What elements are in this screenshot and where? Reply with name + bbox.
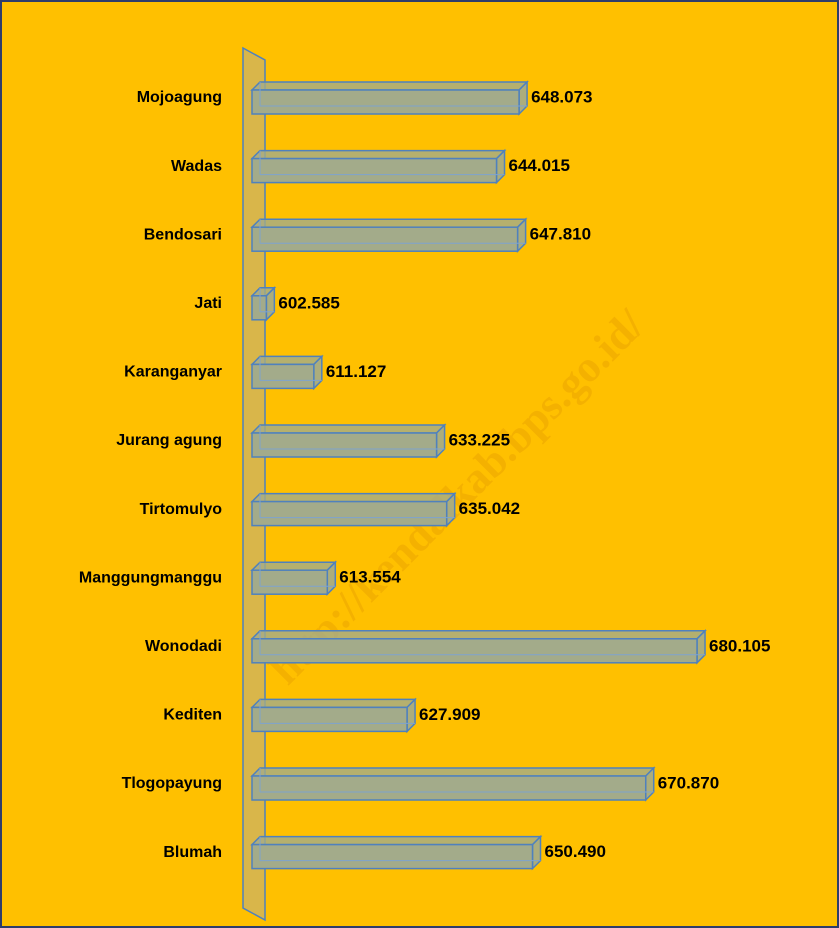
bar-front <box>251 89 520 115</box>
bar-front <box>251 500 448 527</box>
value-label: 648.073 <box>531 87 592 106</box>
bar <box>250 354 324 391</box>
category-label: Blumah <box>163 844 222 861</box>
value-label: 611.127 <box>326 362 387 381</box>
value-label: 633.225 <box>449 430 510 449</box>
bar <box>250 148 507 185</box>
bar-top <box>250 424 447 434</box>
bar-top <box>250 355 324 366</box>
bar-front <box>251 226 519 252</box>
category-label: Bendosari <box>144 226 222 243</box>
bar-front <box>251 157 498 184</box>
bar-front <box>251 295 268 321</box>
category-label: Tlogopayung <box>122 775 222 792</box>
bar-front <box>251 775 647 801</box>
bar-front <box>251 706 408 733</box>
bar-top <box>250 630 707 640</box>
bar-top <box>250 698 417 709</box>
bar-top <box>250 492 457 503</box>
category-label: Kediten <box>163 707 222 724</box>
bar <box>250 560 338 597</box>
category-label: Wadas <box>171 158 222 175</box>
category-label: Jati <box>194 295 222 312</box>
bar <box>250 285 277 322</box>
category-label: Tirtomulyo <box>140 501 223 518</box>
value-label: 670.870 <box>658 773 719 792</box>
bar <box>250 628 707 665</box>
value-label: 613.554 <box>339 568 401 587</box>
bar <box>250 217 528 254</box>
bar-front <box>251 638 698 664</box>
category-label: Jurang agung <box>116 432 222 449</box>
bar-top <box>250 835 543 846</box>
bar <box>250 766 656 802</box>
bar-top <box>250 767 656 777</box>
bar-top <box>250 81 529 91</box>
bar-front <box>251 432 438 458</box>
value-label: 602.585 <box>278 293 339 312</box>
category-label: Manggungmanggu <box>79 569 222 586</box>
category-label: Karanganyar <box>124 364 222 381</box>
value-label: 644.015 <box>509 156 570 175</box>
value-label: 650.490 <box>545 842 606 861</box>
bar-top <box>250 561 338 571</box>
bar-front <box>251 569 329 595</box>
category-label: Wonodadi <box>145 638 222 655</box>
bar-front <box>251 363 315 390</box>
bar <box>250 834 543 871</box>
value-label: 635.042 <box>459 499 520 518</box>
bar <box>250 491 457 528</box>
bar <box>250 80 529 116</box>
category-label: Mojoagung <box>137 89 222 106</box>
value-label: 647.810 <box>530 225 591 244</box>
bar-front <box>251 843 534 870</box>
bar-top <box>250 149 507 160</box>
bar-top <box>250 218 528 228</box>
value-label: 680.105 <box>709 636 770 655</box>
value-label: 627.909 <box>419 705 480 724</box>
bar <box>250 423 447 459</box>
bar <box>250 697 417 734</box>
